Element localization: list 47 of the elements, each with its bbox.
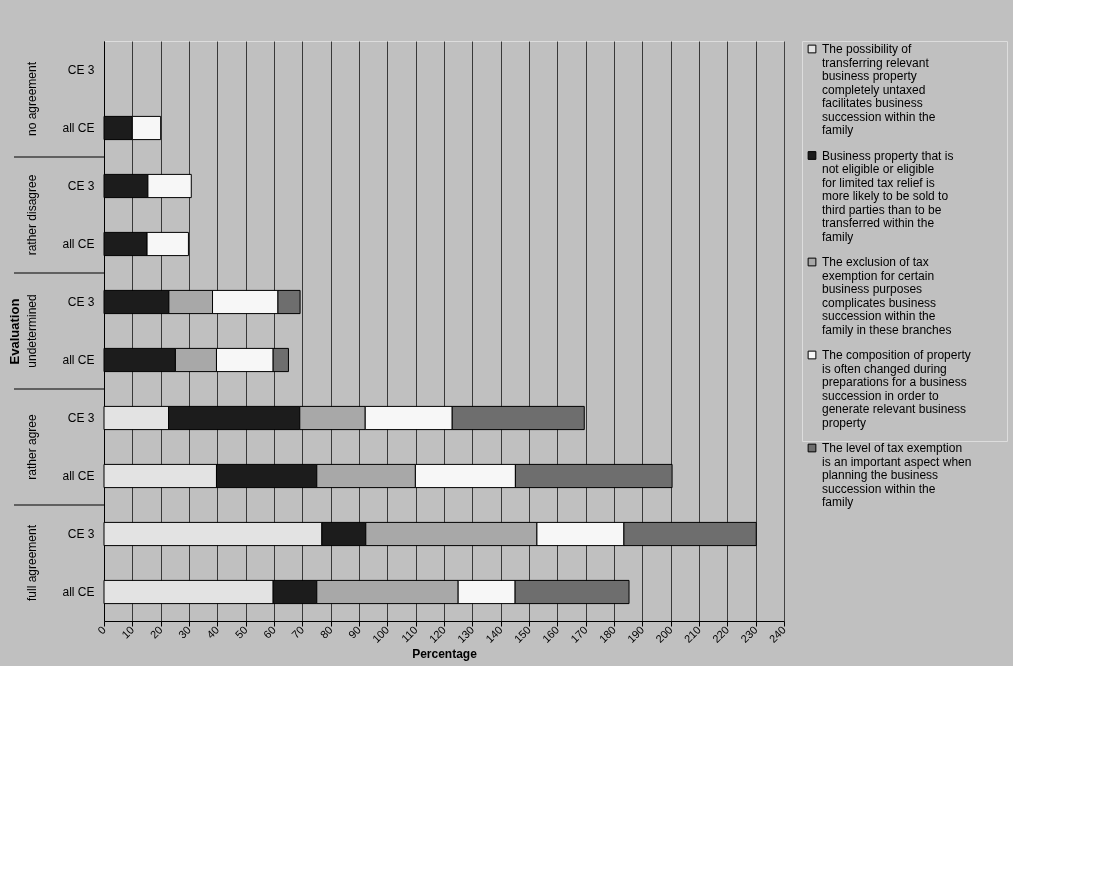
legend-label: The composition of property is often changed during preparations for a business succession in order to generate relevant business property — [822, 348, 971, 430]
x-tick-label: 220 — [709, 623, 732, 646]
x-tick-label: 120 — [426, 623, 449, 646]
x-axis-title: Percentage — [412, 647, 478, 662]
x-tick-label: 100 — [369, 623, 392, 646]
x-tick-label: 20 — [147, 623, 165, 641]
legend-label: The level of tax exemption is an important aspect when planning the business succession within the family — [822, 441, 972, 509]
x-tick-label: 130 — [454, 623, 477, 646]
legend-label: Business property that is not eligible or eligible for limited tax relief is more likely to be sold to third parties than to be transferred within the family — [822, 148, 954, 244]
x-tick-label: 90 — [345, 623, 364, 641]
legend-label: The possibility of transferring relevant business property completely untaxed facilitates business succession within the family — [822, 42, 936, 137]
legend-label: The exclusion of tax exemption for certain business purposes complicates business succession within the family in these branches — [822, 255, 952, 337]
x-tick-label: 180 — [596, 623, 619, 646]
x-tick-label: 30 — [175, 623, 194, 641]
y-tick-label: all CE — [62, 237, 95, 251]
text: rather disagree — [25, 174, 39, 256]
x-tick-label: 40 — [204, 623, 222, 641]
x-tick-label: 190 — [624, 623, 647, 646]
x-tick-label: 140 — [483, 623, 505, 646]
x-tick-label: 10 — [119, 623, 137, 641]
x-tick-label: 200 — [653, 623, 675, 646]
x-tick-label: 70 — [289, 623, 307, 641]
text: rather agree — [25, 413, 39, 480]
x-tick-label: 230 — [738, 623, 760, 646]
y-tick-label: CE 3 — [67, 527, 95, 541]
x-tick-label: 210 — [681, 623, 704, 646]
x-tick-label: 170 — [568, 623, 590, 646]
text: undetermined — [25, 294, 39, 368]
x-tick-label: 50 — [232, 623, 250, 641]
x-tick-label: 110 — [398, 623, 420, 645]
y-tick-label: all CE — [62, 353, 95, 367]
x-tick-label: 160 — [539, 623, 562, 646]
text: full agreement — [25, 524, 39, 602]
y-tick-label: CE 3 — [67, 63, 95, 77]
y-tick-label: CE 3 — [67, 295, 95, 309]
y-tick-label: all CE — [62, 121, 95, 135]
x-tick-label: 80 — [317, 623, 335, 641]
y-tick-label: CE 3 — [67, 411, 95, 425]
y-tick-label: all CE — [62, 585, 95, 599]
y-tick-label: all CE — [62, 469, 95, 483]
y-tick-label: CE 3 — [67, 179, 95, 193]
x-tick-label: 240 — [766, 623, 789, 646]
x-tick-label: 0 — [95, 623, 109, 637]
y-axis-title: Evaluation — [7, 298, 23, 365]
x-tick-label: 60 — [260, 623, 279, 641]
text: no agreement — [25, 61, 39, 137]
x-tick-label: 150 — [511, 623, 534, 646]
